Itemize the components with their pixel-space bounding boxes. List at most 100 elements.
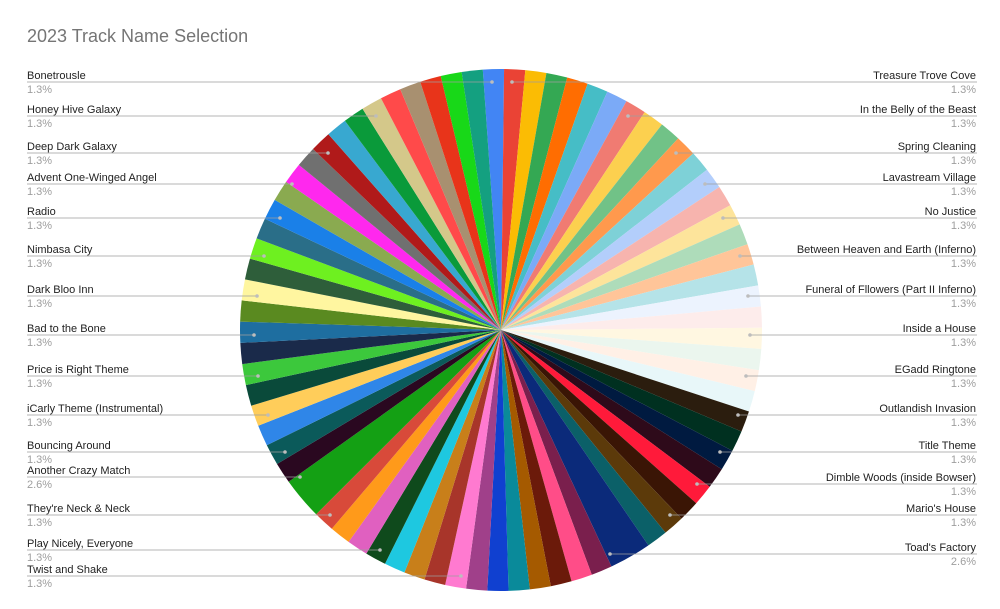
- pie-slice-33[interactable]: [501, 330, 649, 567]
- pie-slice-48[interactable]: [316, 330, 501, 529]
- pie-slice-62[interactable]: [256, 218, 501, 330]
- pie-slice-10[interactable]: [501, 124, 679, 330]
- slice-label-percent: 1.3%: [951, 517, 976, 529]
- pie-slice-11[interactable]: [501, 138, 694, 330]
- pie-slice-30[interactable]: [501, 330, 697, 519]
- slice-label-name: Bouncing Around: [27, 440, 111, 452]
- pie-slice-20[interactable]: [501, 306, 762, 330]
- leader-dot-right-12: [695, 482, 699, 486]
- pie-slice-64[interactable]: [274, 181, 501, 330]
- pie-slice-9[interactable]: [501, 112, 662, 330]
- pie-slice-52[interactable]: [258, 330, 501, 446]
- pie-slice-15[interactable]: [501, 205, 740, 330]
- pie-slice-8[interactable]: [501, 101, 645, 331]
- pie-slice-58[interactable]: [240, 300, 501, 330]
- slice-label-percent: 1.3%: [27, 378, 52, 390]
- pie-slice-17[interactable]: [501, 244, 754, 330]
- pie-slice-6[interactable]: [501, 83, 608, 330]
- slice-label-name: Deep Dark Galaxy: [27, 141, 117, 153]
- pie-slice-28[interactable]: [501, 330, 722, 487]
- pie-slice-53[interactable]: [251, 330, 501, 426]
- pie-slice-16[interactable]: [501, 224, 748, 330]
- leader-dot-left-1: [490, 80, 494, 84]
- pie-slice-21[interactable]: [501, 327, 763, 350]
- pie-slice-13[interactable]: [501, 169, 720, 330]
- pie-slice-49[interactable]: [288, 330, 501, 515]
- pie-slice-14[interactable]: [501, 187, 731, 330]
- pie-slice-72[interactable]: [400, 81, 501, 330]
- pie-slice-27[interactable]: [501, 330, 733, 470]
- pie-slice-2[interactable]: [501, 69, 526, 331]
- pie-slice-46[interactable]: [348, 330, 501, 554]
- pie-slice-3[interactable]: [501, 70, 547, 330]
- slice-label-percent: 1.3%: [951, 298, 976, 310]
- pie-slice-44[interactable]: [384, 330, 501, 573]
- pie-slice-43[interactable]: [404, 330, 501, 580]
- pie-slice-68[interactable]: [328, 120, 501, 330]
- pie-slice-56[interactable]: [240, 330, 501, 365]
- pie-slice-7[interactable]: [501, 91, 627, 330]
- pie-slice-34[interactable]: [501, 330, 612, 575]
- slice-label-name: Price is Right Theme: [27, 364, 129, 376]
- leader-dot-left-10: [266, 413, 270, 417]
- pie-slice-75[interactable]: [461, 69, 501, 330]
- pie-slice-47[interactable]: [331, 330, 501, 542]
- slice-label-percent: 1.3%: [951, 258, 976, 270]
- pie-slice-57[interactable]: [240, 321, 501, 343]
- pie-slice-42[interactable]: [424, 330, 501, 585]
- pie-slice-54[interactable]: [245, 330, 501, 406]
- pie-slice-29[interactable]: [501, 330, 710, 504]
- pie-slice-65[interactable]: [286, 164, 501, 330]
- pie-slice-4[interactable]: [501, 72, 568, 331]
- pie-slice-25[interactable]: [501, 330, 749, 432]
- pie-slice-69[interactable]: [344, 108, 501, 330]
- pie-slice-50[interactable]: [277, 330, 501, 482]
- pie-slice-70[interactable]: [362, 98, 501, 330]
- chart-title: 2023 Track Name Selection: [27, 26, 249, 46]
- slice-label-name: Inside a House: [903, 323, 976, 335]
- pie-slice-61[interactable]: [249, 238, 501, 330]
- pie-slice-24[interactable]: [501, 330, 755, 412]
- slice-label-percent: 1.3%: [27, 298, 52, 310]
- pie-slice-37[interactable]: [501, 330, 551, 590]
- pie-slice-66[interactable]: [298, 148, 501, 330]
- slice-label-name: Title Theme: [919, 440, 976, 452]
- leader-dot-left-8: [252, 333, 256, 337]
- pie-slice-59[interactable]: [241, 279, 501, 330]
- pie-slice-45[interactable]: [366, 330, 501, 564]
- pie-slice-41[interactable]: [445, 330, 501, 589]
- slice-label-name: Honey Hive Galaxy: [27, 104, 122, 116]
- pie-slice-22[interactable]: [501, 330, 762, 371]
- leader-dot-right-14: [608, 552, 612, 556]
- slice-label-percent: 1.3%: [951, 454, 976, 466]
- slice-label-name: Mario's House: [906, 503, 976, 515]
- slice-label-name: iCarly Theme (Instrumental): [27, 403, 163, 415]
- pie-slice-26[interactable]: [501, 330, 742, 451]
- pie-slice-12[interactable]: [501, 153, 707, 330]
- pie-slice-23[interactable]: [501, 330, 759, 392]
- slice-label-percent: 2.6%: [27, 479, 52, 491]
- pie-slice-18[interactable]: [501, 264, 759, 330]
- pie-slice-67[interactable]: [313, 134, 501, 330]
- leader-dot-right-4: [703, 182, 707, 186]
- pie-slice-1[interactable]: [482, 69, 505, 330]
- pie-slice-63[interactable]: [264, 199, 501, 330]
- pie-slice-39[interactable]: [487, 330, 509, 592]
- pie-slice-51[interactable]: [266, 330, 501, 464]
- pie-slice-31[interactable]: [501, 330, 682, 533]
- pie-slice-73[interactable]: [420, 76, 501, 330]
- pie-slice-38[interactable]: [501, 330, 530, 591]
- pie-slice-55[interactable]: [242, 330, 502, 386]
- pie-slice-60[interactable]: [244, 258, 501, 330]
- leader-dot-right-7: [746, 294, 750, 298]
- pie-slice-19[interactable]: [501, 285, 761, 330]
- pie-slice-74[interactable]: [440, 71, 501, 331]
- pie-slice-32[interactable]: [501, 330, 666, 546]
- slice-label-name: Toad's Factory: [905, 542, 977, 554]
- slice-label-name: Play Nicely, Everyone: [27, 538, 133, 550]
- pie-slice-36[interactable]: [501, 330, 572, 587]
- pie-slice-40[interactable]: [466, 330, 501, 591]
- pie-slice-5[interactable]: [501, 77, 588, 330]
- pie-slice-71[interactable]: [380, 89, 501, 330]
- pie-slice-35[interactable]: [501, 330, 592, 582]
